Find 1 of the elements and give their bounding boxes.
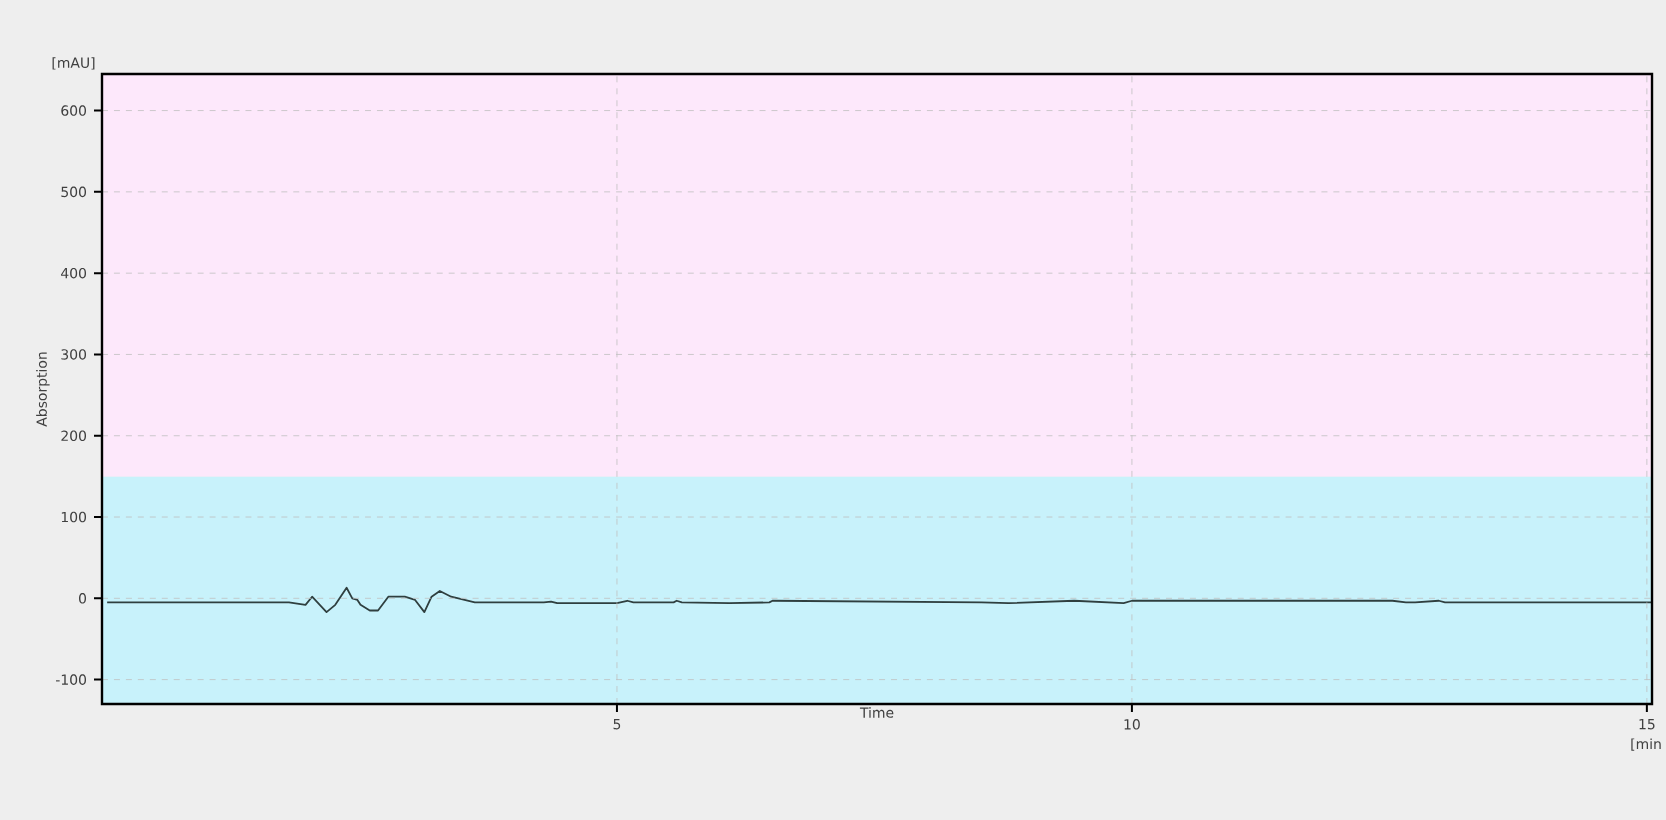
line-series bbox=[106, 586, 1652, 614]
